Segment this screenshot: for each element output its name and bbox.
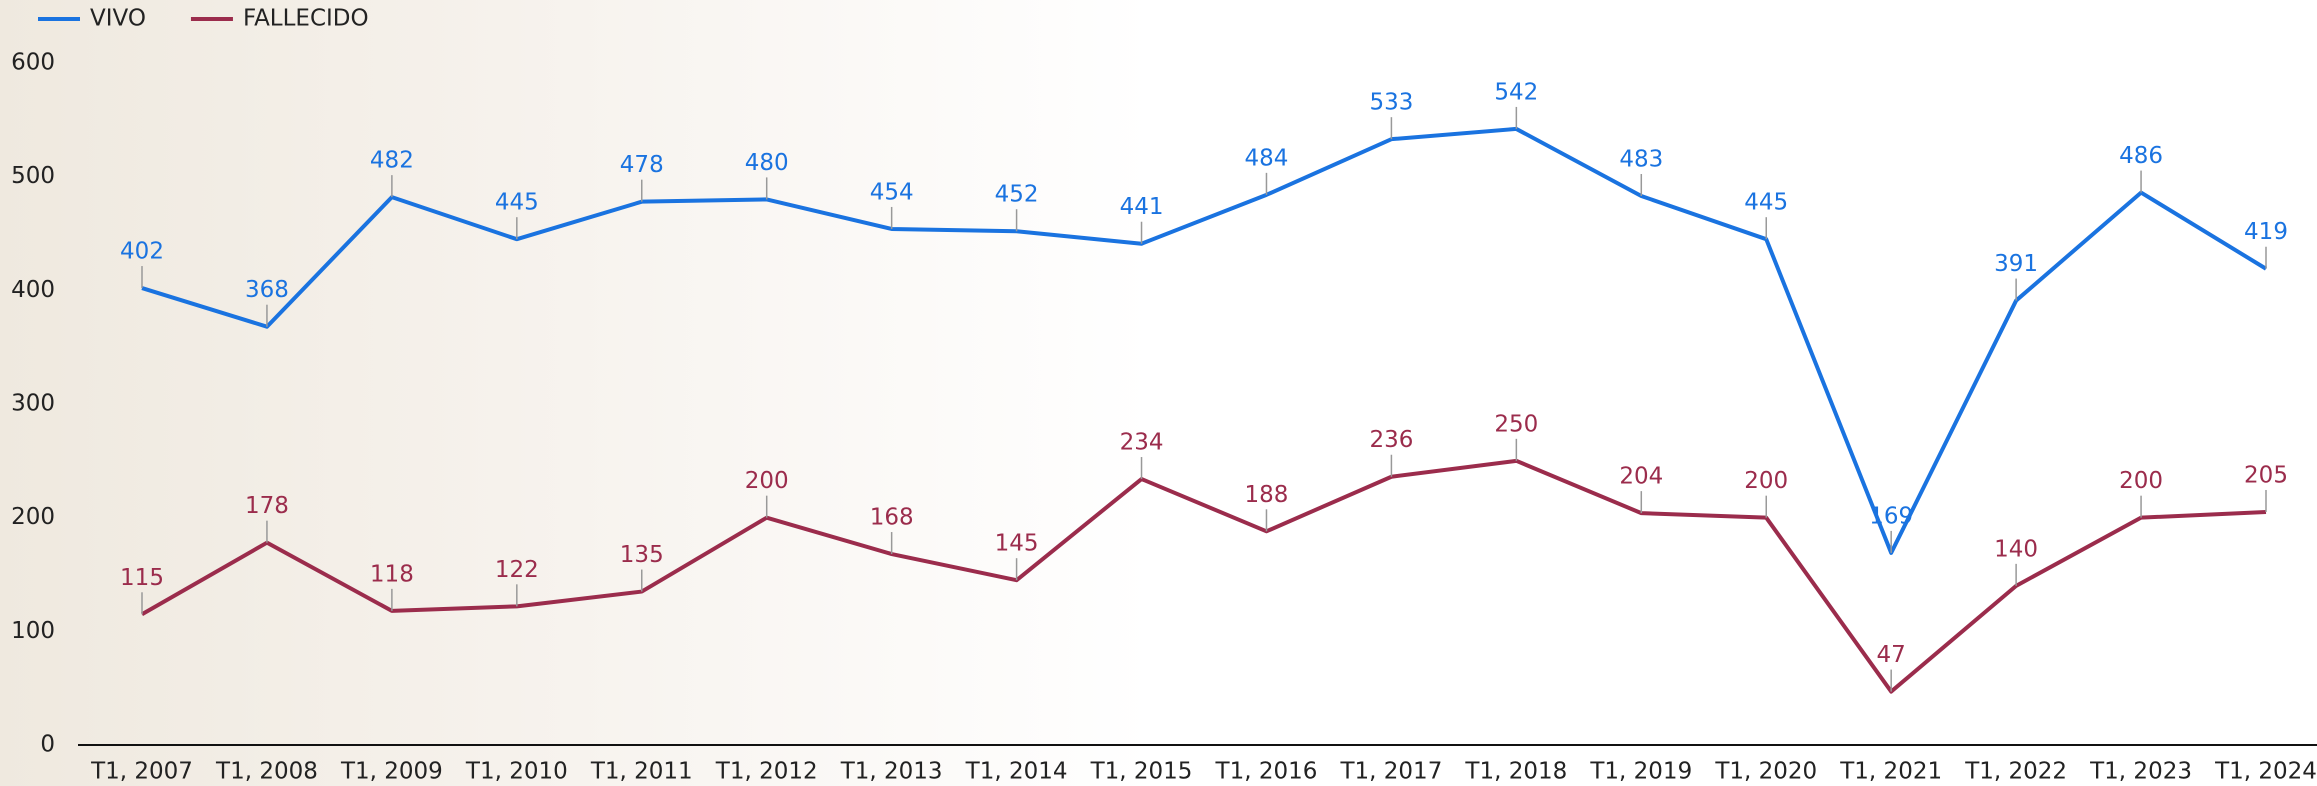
data-label: 140 (1994, 536, 2038, 562)
data-label: 441 (1120, 194, 1164, 220)
data-label: 118 (370, 561, 414, 587)
data-label: 533 (1369, 90, 1413, 116)
x-tick-label: T1, 2017 (1339, 759, 1442, 785)
data-label: 188 (1245, 482, 1289, 508)
x-tick-label: T1, 2011 (590, 759, 693, 785)
data-label: 135 (620, 542, 664, 568)
data-label: 200 (745, 468, 789, 494)
data-label: 368 (245, 277, 289, 303)
x-tick-label: T1, 2022 (1964, 759, 2067, 785)
y-tick-label: 0 (40, 732, 55, 758)
x-tick-label: T1, 2020 (1714, 759, 1817, 785)
y-tick-label: 500 (11, 163, 55, 189)
data-label: 484 (1245, 145, 1289, 171)
data-label: 200 (2119, 468, 2163, 494)
data-label: 178 (245, 493, 289, 519)
data-label: 391 (1994, 251, 2038, 277)
x-tick-label: T1, 2024 (2214, 759, 2317, 785)
data-label: 486 (2119, 143, 2163, 169)
x-tick-label: T1, 2018 (1464, 759, 1567, 785)
data-label: 169 (1869, 503, 1913, 529)
data-label: 234 (1120, 430, 1164, 456)
x-tick-label: T1, 2021 (1839, 759, 1942, 785)
chart: 0 100 200 300 400 500 600 T1, 2007 T1, 2008 T1, 2… (0, 0, 2317, 786)
x-tick-label: T1, 2023 (2089, 759, 2192, 785)
legend-label: VIVO (90, 6, 146, 32)
y-tick-label: 200 (11, 504, 55, 530)
data-label: 480 (745, 150, 789, 176)
y-tick-label: 100 (11, 618, 55, 644)
y-tick-label: 400 (11, 277, 55, 303)
x-tick-label: T1, 2014 (965, 759, 1068, 785)
data-label: 47 (1877, 642, 1906, 668)
data-label: 115 (120, 565, 164, 591)
x-tick-label: T1, 2015 (1090, 759, 1193, 785)
legend-label: FALLECIDO (243, 6, 369, 32)
data-label: 200 (1744, 468, 1788, 494)
y-tick-label: 300 (11, 391, 55, 417)
x-tick-label: T1, 2013 (840, 759, 943, 785)
data-label: 445 (1744, 190, 1788, 216)
x-tick-label: T1, 2007 (90, 759, 193, 785)
x-tick-label: T1, 2012 (715, 759, 818, 785)
data-label: 145 (995, 531, 1039, 557)
x-tick-label: T1, 2008 (215, 759, 318, 785)
x-tick-label: T1, 2016 (1215, 759, 1318, 785)
data-label: 236 (1369, 427, 1413, 453)
data-label: 452 (995, 182, 1039, 208)
background-pattern (0, 0, 1150, 786)
data-label: 482 (370, 148, 414, 174)
y-tick-label: 600 (11, 50, 55, 76)
data-label: 122 (495, 557, 539, 583)
data-label: 542 (1494, 79, 1538, 105)
data-label: 250 (1494, 411, 1538, 437)
x-tick-label: T1, 2010 (465, 759, 568, 785)
data-label: 478 (620, 152, 664, 178)
data-label: 483 (1619, 146, 1663, 172)
data-label: 402 (120, 239, 164, 265)
x-tick-label: T1, 2009 (340, 759, 443, 785)
data-label: 454 (870, 179, 914, 205)
data-label: 445 (495, 190, 539, 216)
x-tick-label: T1, 2019 (1589, 759, 1692, 785)
data-label: 205 (2244, 462, 2288, 488)
data-label: 204 (1619, 464, 1663, 490)
data-label: 168 (870, 505, 914, 531)
data-label: 419 (2244, 219, 2288, 245)
